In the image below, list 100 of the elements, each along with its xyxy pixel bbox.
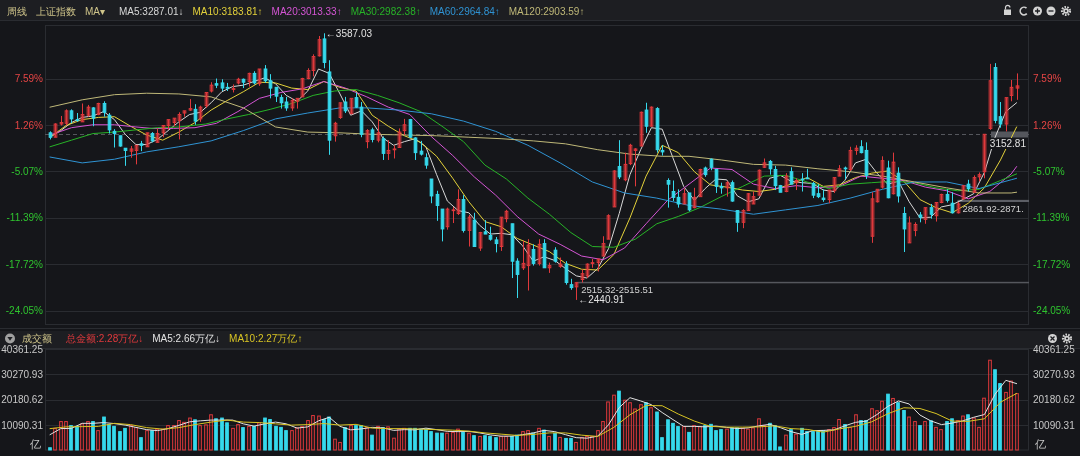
bar (69, 425, 73, 451)
candlestick (666, 177, 671, 209)
candlestick (397, 127, 402, 148)
bar (854, 414, 858, 451)
candlestick (891, 152, 896, 195)
candlestick (848, 146, 853, 172)
candlestick (988, 63, 993, 131)
text: MA5:3287.01↓ (119, 5, 184, 17)
annotation: ←3587.03 (325, 27, 373, 39)
bar (376, 425, 380, 451)
candlestick (601, 235, 606, 257)
bar (370, 434, 374, 451)
bar (682, 426, 686, 451)
y2-tick-label: 20180.62 (1033, 394, 1076, 406)
candlestick (295, 97, 300, 110)
text: MA120:2903.59↑ (508, 5, 585, 17)
candlestick (923, 207, 928, 225)
text: MA10:2.27万亿↑ (229, 333, 303, 344)
bar (725, 428, 729, 451)
bar (537, 427, 541, 451)
bar (247, 425, 251, 451)
y2-tick-label: 10090.31 (1033, 419, 1076, 431)
y-tick-label: 40361.25 (1, 343, 44, 355)
bar (886, 393, 890, 451)
chart-subtitle: 周线 (7, 5, 27, 17)
bar (891, 397, 895, 451)
candlestick (1004, 97, 1009, 132)
bar (542, 429, 546, 451)
bar (988, 359, 992, 451)
bar (445, 432, 449, 451)
chart-title: 成交额 (22, 333, 52, 344)
band-label: 2515.32-2515.51 (581, 283, 654, 295)
candlestick (580, 268, 585, 284)
y2-tick-label: -11.39% (1033, 212, 1070, 224)
candlestick (499, 216, 504, 252)
candlestick (639, 111, 644, 147)
candlestick (365, 128, 370, 149)
candlestick (623, 152, 628, 182)
y-tick-label: -17.72% (5, 258, 44, 270)
y-axis-title: 亿 (29, 438, 41, 450)
candlestick (961, 185, 966, 201)
bar (612, 394, 616, 451)
bar (913, 421, 917, 451)
bar (692, 425, 696, 451)
candlestick (333, 121, 338, 143)
candlestick (311, 53, 316, 77)
bar (386, 426, 390, 451)
bar (1015, 393, 1019, 451)
candlestick (1015, 72, 1020, 101)
candlestick (832, 177, 837, 194)
bar (150, 430, 154, 451)
y-tick-label: -24.05% (5, 305, 44, 317)
chart-title: 上证指数 (36, 5, 76, 17)
bar (461, 431, 465, 451)
y2-tick-label: 1.26% (1033, 119, 1062, 131)
candlestick (907, 215, 912, 244)
bar (91, 421, 95, 451)
bar (75, 425, 79, 451)
y2-tick-label: -17.72% (1033, 258, 1071, 270)
bar (918, 425, 922, 451)
candlestick (91, 106, 96, 127)
candlestick (757, 169, 762, 196)
y2-tick-label: -24.05% (1033, 305, 1071, 317)
candlestick (934, 202, 939, 223)
bar (553, 432, 557, 451)
candlestick (349, 97, 354, 115)
candlestick (612, 169, 617, 208)
bar (617, 390, 621, 451)
text: 总金额:2.28万亿↓ (65, 333, 144, 344)
bar (241, 427, 245, 451)
candlestick (784, 172, 789, 193)
bar (53, 427, 57, 451)
bar (639, 404, 643, 451)
candlestick (692, 187, 697, 209)
text: MA▾ (85, 5, 106, 17)
candlestick (204, 91, 209, 109)
y2-tick-label: 40361.25 (1033, 343, 1076, 355)
bar (478, 435, 482, 451)
candlestick (268, 73, 273, 99)
bar (574, 441, 578, 451)
candlestick (145, 132, 150, 148)
bar (257, 422, 261, 451)
candlestick (445, 207, 450, 231)
text: MA30:2982.38↑ (350, 5, 421, 17)
candlestick (800, 172, 805, 192)
bar (784, 434, 788, 451)
bar (547, 435, 551, 451)
candlestick (875, 188, 880, 204)
bar (381, 427, 385, 451)
candlestick (628, 143, 633, 166)
bar (193, 419, 197, 451)
candlestick (998, 101, 1003, 129)
y2-tick-label: 30270.93 (1033, 368, 1076, 380)
band-label: 2861.92-2871. (962, 202, 1024, 214)
bar (139, 437, 143, 451)
candlestick (177, 111, 182, 140)
candlestick (456, 188, 461, 216)
bar (966, 414, 970, 451)
y-tick-label: 30270.93 (1, 368, 44, 380)
annotation: ←2440.91 (578, 294, 625, 306)
